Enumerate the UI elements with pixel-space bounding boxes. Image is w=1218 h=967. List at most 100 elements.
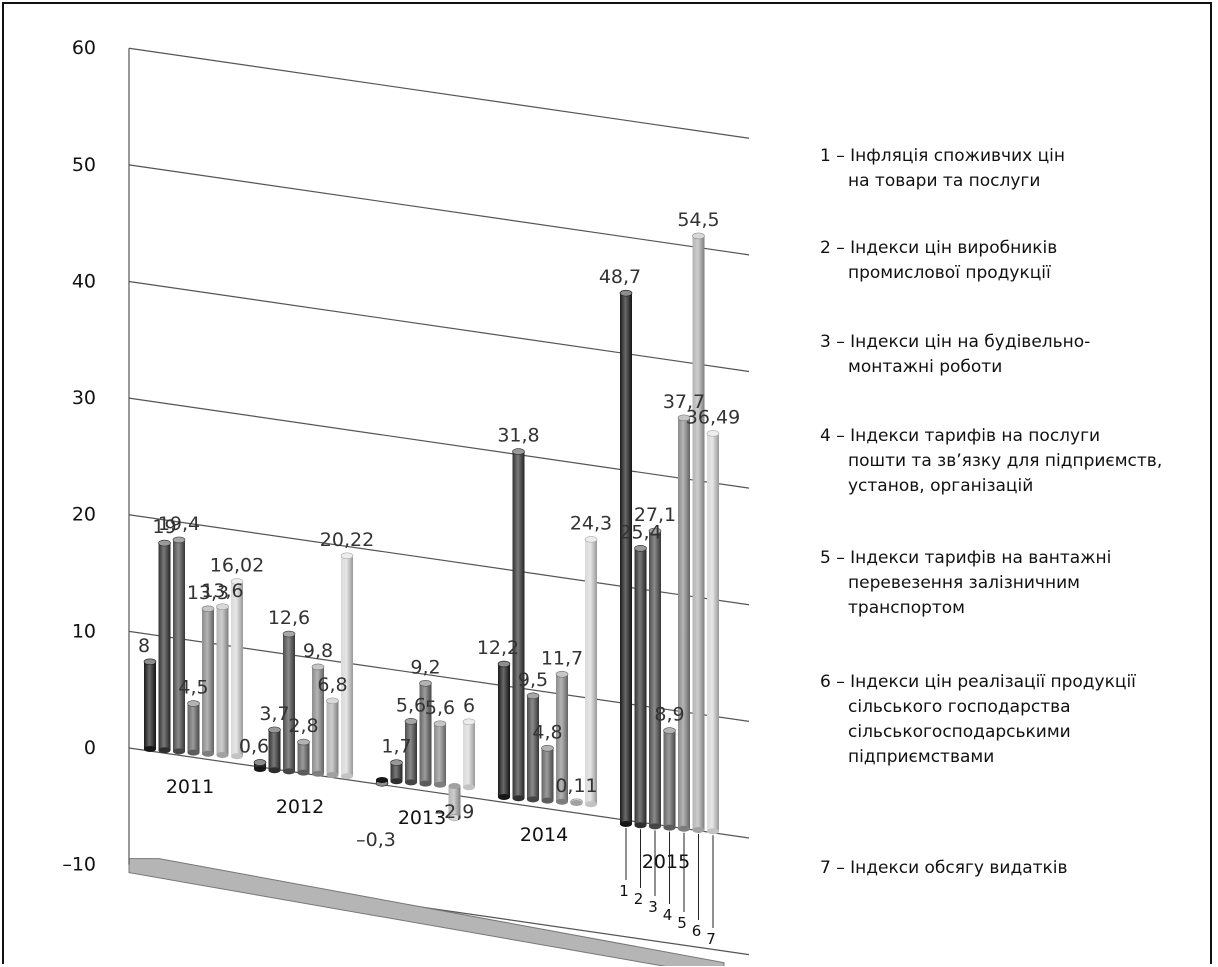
legend-item-5: 5 – Індекси тарифів на вантажні перевезен… <box>820 546 1218 621</box>
bar-2015-series-2 <box>634 545 647 829</box>
legend-text: монтажні роботи <box>848 357 1003 377</box>
gridline <box>128 164 750 256</box>
y-tick-label: 50 <box>72 154 96 176</box>
bar-2013-series-6 <box>448 783 461 821</box>
series-index-label: 3 <box>648 898 658 916</box>
data-label: 13,3 <box>187 582 229 604</box>
gridline <box>128 280 750 373</box>
data-label: –0,3 <box>356 829 396 851</box>
data-label: 0,11 <box>555 775 597 797</box>
bar-2015-series-4 <box>663 727 676 831</box>
bar-2014-series-2 <box>512 448 525 802</box>
series-index-label: 5 <box>677 914 687 932</box>
data-label: 27,1 <box>634 504 676 526</box>
bar-2012-series-7 <box>340 552 354 780</box>
legend-text: сільськогосподарськими <box>848 722 1071 742</box>
bar-2012-series-3 <box>282 630 296 775</box>
bar-2011-series-5 <box>201 605 215 757</box>
bar-2014-series-7 <box>584 536 598 808</box>
bar-2013-series-5 <box>433 720 447 788</box>
data-label: 48,7 <box>599 266 641 288</box>
legend-item-7: 7 – Індекси обсягу видатків <box>820 856 1218 881</box>
data-label: 8,9 <box>654 704 684 726</box>
data-label: 8 <box>138 635 150 657</box>
data-label: 31,8 <box>497 425 539 447</box>
category-label: 2011 <box>166 776 214 798</box>
gridline <box>128 397 750 489</box>
legend-item-1: 1 – Інфляція споживчих цін на товари та п… <box>820 144 1218 194</box>
series-index-label: 7 <box>706 930 716 948</box>
legend-text: 1 – Інфляція споживчих цін <box>820 146 1066 166</box>
legend-text: 2 – Індекси цін виробників <box>820 238 1058 258</box>
data-label: 19,4 <box>158 513 200 535</box>
bar-2011-series-2 <box>158 539 171 754</box>
bar-2013-series-4 <box>419 680 432 787</box>
bar-2013-series-2 <box>390 759 403 785</box>
bar-2013-series-1 <box>375 777 389 787</box>
data-label: 24,3 <box>570 512 612 534</box>
legend-item-6: 6 – Індекси цін реалізації продукції сіль… <box>820 670 1218 770</box>
bar-2011-series-1 <box>143 658 157 752</box>
legend-text: транспортом <box>848 598 966 618</box>
data-label: 6,8 <box>317 674 347 696</box>
legend-text: сільського господарства <box>848 697 1071 717</box>
legend-text: 3 – Індекси цін на будівельно- <box>820 332 1091 352</box>
y-tick-label: –10 <box>62 854 96 876</box>
legend-text: 7 – Індекси обсягу видатків <box>820 858 1068 878</box>
series-index-label: 2 <box>634 890 644 908</box>
bar-2013-series-3 <box>404 718 418 786</box>
bar-2011-series-7 <box>230 578 244 760</box>
series-index-label: 4 <box>663 906 673 924</box>
data-label: 20,22 <box>320 529 374 551</box>
data-label: 5,6 <box>425 697 455 719</box>
category-label: 2012 <box>276 796 324 818</box>
data-label: 9,8 <box>303 640 333 662</box>
data-label: 1,7 <box>381 736 411 758</box>
bar-2014-series-6 <box>570 798 583 806</box>
chart-floor <box>128 858 725 966</box>
legend-text: перевезення залізничним <box>848 573 1080 593</box>
bar-2015-series-5 <box>677 414 691 832</box>
y-tick-label: 60 <box>72 37 96 59</box>
data-label: 6 <box>463 695 475 717</box>
floor-slab <box>128 858 725 966</box>
y-tick-label: 30 <box>72 387 96 409</box>
data-label: 5,6 <box>396 694 426 716</box>
data-label: 11,7 <box>541 647 583 669</box>
data-label: –2,9 <box>435 801 475 823</box>
data-label: 4,5 <box>178 677 208 699</box>
bar-2011-series-4 <box>187 700 200 756</box>
y-axis: –10 0 10 20 30 40 50 60 <box>62 37 130 876</box>
series-index-label: 6 <box>692 922 702 940</box>
bar-2012-series-6 <box>326 697 339 778</box>
legend-text: пошти та зв’язку для підприємств, <box>848 451 1163 471</box>
legend-text: установ, організацій <box>848 476 1034 496</box>
legend-item-3: 3 – Індекси цін на будівельно-монтажні р… <box>820 330 1218 380</box>
bar-2011-series-6 <box>216 603 229 758</box>
legend-text: промислової продукції <box>848 263 1051 283</box>
data-label: 37,7 <box>663 391 705 413</box>
series-index-label: 1 <box>619 882 629 900</box>
data-label: 19 <box>152 516 176 538</box>
bars <box>143 232 720 835</box>
bar-2015-series-7 <box>706 430 720 835</box>
data-label: 25,4 <box>619 521 661 543</box>
y-tick-label: 20 <box>72 504 96 526</box>
data-label: 36,49 <box>686 406 740 428</box>
data-label: 54,5 <box>677 209 719 231</box>
legend-item-2: 2 – Індекси цін виробників промислової пр… <box>820 236 1218 286</box>
bar-2014-series-4 <box>541 744 554 804</box>
data-label: 12,2 <box>477 637 519 659</box>
legend-item-4: 4 – Індекси тарифів на послуги пошти та з… <box>820 424 1218 499</box>
data-label: 3,7 <box>259 703 289 725</box>
data-label: 13,6 <box>201 580 243 602</box>
bar-2014-series-3 <box>526 692 540 803</box>
data-label: 9,2 <box>410 656 440 678</box>
bar-2015-series-3 <box>648 527 662 830</box>
legend-text: 6 – Індекси цін реалізації продукції <box>820 672 1136 692</box>
data-label: 0,6 <box>239 735 269 757</box>
